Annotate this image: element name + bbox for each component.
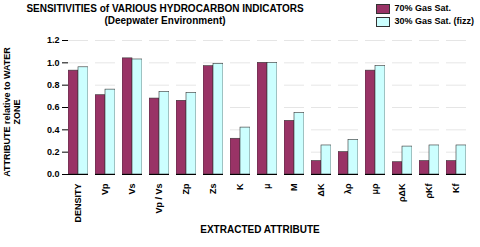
- svg-text:ΔK: ΔK: [316, 183, 326, 196]
- svg-text:Kf: Kf: [451, 183, 461, 193]
- svg-text:0.8: 0.8: [47, 80, 60, 90]
- svg-text:0.4: 0.4: [47, 125, 60, 135]
- svg-text:λρ: λρ: [343, 183, 353, 194]
- svg-text:0.0: 0.0: [47, 169, 60, 179]
- html-text:(Deepwater Environment): (Deepwater Environment): [104, 15, 226, 26]
- svg-text:Vp: Vp: [100, 183, 110, 195]
- svg-text:0.2: 0.2: [47, 147, 60, 157]
- svg-text:DENSITY: DENSITY: [73, 184, 83, 223]
- svg-text:Zs: Zs: [208, 184, 218, 195]
- svg-text:ρΔK: ρΔK: [397, 183, 407, 202]
- svg-text:ρKf: ρKf: [424, 183, 434, 199]
- html-text:70% Gas Sat.: 70% Gas Sat.: [394, 3, 451, 13]
- svg-text:1.0: 1.0: [47, 58, 60, 68]
- svg-text:μρ: μρ: [370, 183, 380, 195]
- svg-text:Vs: Vs: [127, 184, 137, 195]
- svg-text:0.6: 0.6: [47, 102, 60, 112]
- svg-text:K: K: [235, 183, 245, 190]
- svg-text:1.2: 1.2: [47, 35, 60, 45]
- svg-text:μ: μ: [262, 184, 272, 190]
- svg-text:M: M: [289, 184, 299, 192]
- html-text:EXTRACTED ATTRIBUTE: EXTRACTED ATTRIBUTE: [200, 224, 320, 235]
- svg-text:Vp / Vs: Vp / Vs: [154, 184, 164, 214]
- html-text:ATTRIBUTE relative to WATER ZO: ATTRIBUTE relative to WATER ZONE: [2, 47, 22, 177]
- html-text:30% Gas Sat. (fizz): 30% Gas Sat. (fizz): [394, 16, 474, 26]
- svg-text:Zp: Zp: [181, 183, 191, 194]
- html-text:SENSITIVITIES of VARIOUS HYDRO: SENSITIVITIES of VARIOUS HYDROCARBON IND…: [26, 3, 304, 14]
